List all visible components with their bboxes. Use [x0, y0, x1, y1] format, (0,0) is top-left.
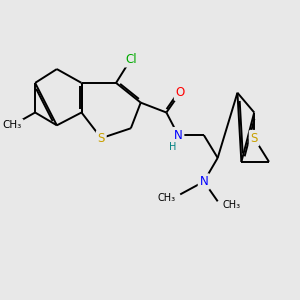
Text: CH₃: CH₃: [157, 194, 175, 203]
Text: CH₃: CH₃: [3, 120, 22, 130]
Text: Cl: Cl: [125, 53, 137, 66]
Text: S: S: [98, 132, 105, 145]
Text: H: H: [169, 142, 176, 152]
Text: N: N: [200, 175, 208, 188]
Text: N: N: [174, 129, 183, 142]
Text: CH₃: CH₃: [223, 200, 241, 210]
Text: S: S: [250, 132, 258, 145]
Text: O: O: [176, 86, 185, 99]
